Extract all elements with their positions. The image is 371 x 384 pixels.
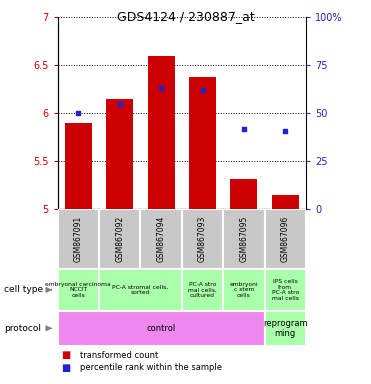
Bar: [265, 209, 306, 269]
Bar: [99, 209, 140, 269]
Bar: [58, 269, 99, 311]
Text: ■: ■: [61, 350, 70, 360]
Bar: [223, 269, 265, 311]
Text: cell type: cell type: [4, 285, 43, 295]
Bar: [182, 269, 223, 311]
Bar: [189, 77, 216, 209]
Point: [282, 127, 288, 134]
Point: [200, 87, 206, 93]
Text: GSM867096: GSM867096: [281, 216, 290, 262]
Bar: [58, 311, 265, 346]
Bar: [148, 56, 174, 209]
Point: [75, 110, 81, 116]
Bar: [58, 209, 99, 269]
Bar: [230, 179, 257, 209]
Text: PC-A stro
mal cells,
cultured: PC-A stro mal cells, cultured: [188, 281, 217, 298]
Bar: [65, 123, 92, 209]
Bar: [99, 269, 182, 311]
Text: IPS cells
from
PC-A stro
mal cells: IPS cells from PC-A stro mal cells: [272, 279, 299, 301]
Text: percentile rank within the sample: percentile rank within the sample: [80, 363, 222, 372]
Text: GSM867093: GSM867093: [198, 216, 207, 262]
Text: embryonal carcinoma
NCCIT
cells: embryonal carcinoma NCCIT cells: [45, 281, 111, 298]
Text: GSM867095: GSM867095: [239, 216, 249, 262]
Text: ■: ■: [61, 363, 70, 373]
Text: embryoni
c stem
cells: embryoni c stem cells: [230, 281, 258, 298]
Bar: [265, 311, 306, 346]
Bar: [265, 269, 306, 311]
Text: GSM867094: GSM867094: [157, 216, 165, 262]
Text: reprogram
ming: reprogram ming: [263, 319, 308, 338]
Bar: [140, 209, 182, 269]
Text: GSM867091: GSM867091: [74, 216, 83, 262]
Text: control: control: [147, 324, 176, 333]
Text: GSM867092: GSM867092: [115, 216, 124, 262]
Text: GDS4124 / 230887_at: GDS4124 / 230887_at: [116, 10, 255, 23]
Bar: [223, 209, 265, 269]
Text: protocol: protocol: [4, 324, 41, 333]
Point: [117, 101, 123, 107]
Text: transformed count: transformed count: [80, 351, 158, 360]
Bar: [272, 195, 299, 209]
Bar: [106, 99, 133, 209]
Point: [241, 126, 247, 132]
Point: [158, 85, 164, 91]
Text: PC-A stromal cells,
sorted: PC-A stromal cells, sorted: [112, 285, 168, 295]
Bar: [182, 209, 223, 269]
